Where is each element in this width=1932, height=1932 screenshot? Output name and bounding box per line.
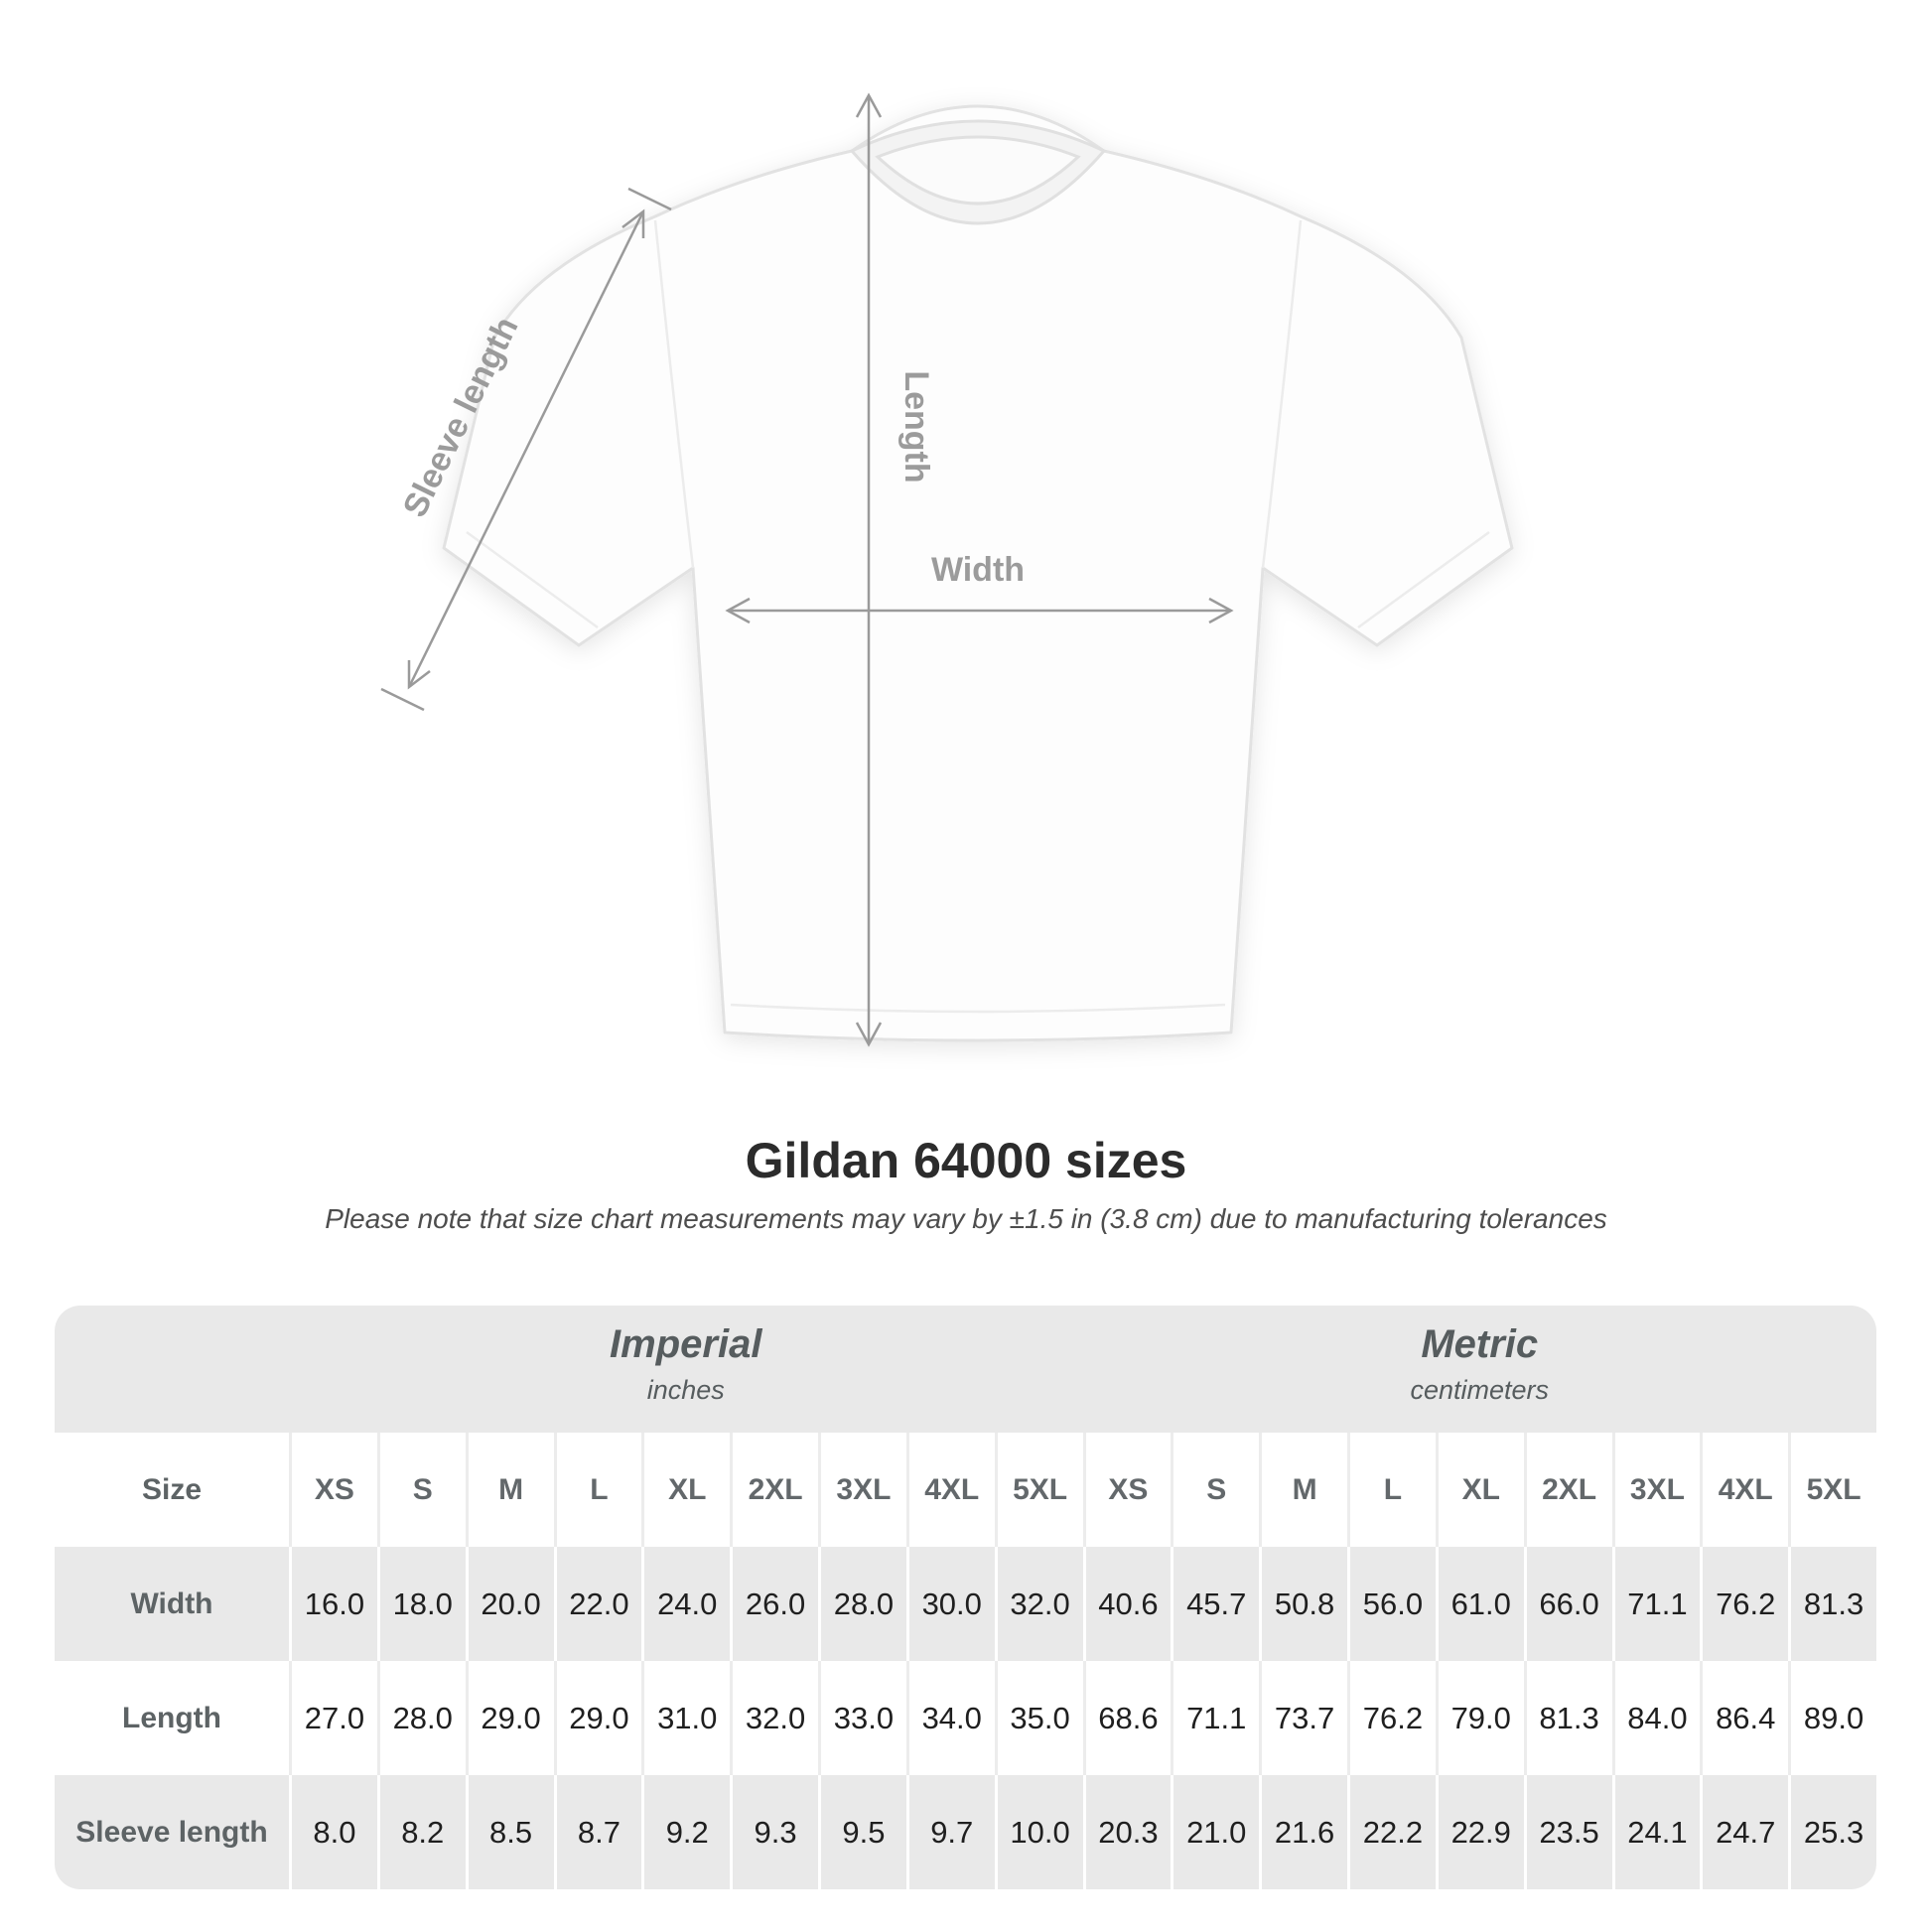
value-cell: 9.5 [818,1775,906,1889]
tolerance-note: Please note that size chart measurements… [325,1203,1607,1234]
value-cell: 24.1 [1611,1775,1701,1889]
value-cell: 86.4 [1700,1661,1789,1775]
value-cell: 76.2 [1700,1547,1789,1661]
value-cell: 9.2 [641,1775,731,1889]
value-cell: 22.0 [553,1547,642,1661]
value-cell: 76.2 [1347,1661,1436,1775]
value-cell: 21.6 [1259,1775,1347,1889]
value-cell: 30.0 [905,1547,995,1661]
value-cell: 8.0 [289,1775,377,1889]
table-corner-cell [55,1306,289,1433]
value-cell: 25.3 [1788,1775,1876,1889]
size-header-imperial-m: M [465,1433,554,1547]
value-cell: 79.0 [1435,1661,1524,1775]
size-header-metric-xl: XL [1435,1433,1524,1547]
value-cell: 73.7 [1259,1661,1347,1775]
length-arrow [855,92,883,1047]
size-header-imperial-4xl: 4XL [905,1433,995,1547]
value-cell: 8.2 [376,1775,466,1889]
imperial-header: Imperial inches [289,1306,1083,1433]
value-cell: 32.0 [730,1661,818,1775]
value-cell: 31.0 [641,1661,731,1775]
value-cell: 28.0 [818,1547,906,1661]
size-header-imperial-2xl: 2XL [730,1433,818,1547]
size-header-imperial-l: L [553,1433,642,1547]
imperial-title: Imperial [610,1322,762,1366]
metric-unit: centimeters [1410,1375,1550,1405]
size-header-imperial-xl: XL [641,1433,731,1547]
value-cell: 16.0 [289,1547,377,1661]
value-cell: 24.7 [1700,1775,1789,1889]
value-cell: 23.5 [1523,1775,1612,1889]
tshirt-shape [442,104,1514,1042]
value-cell: 50.8 [1259,1547,1347,1661]
value-cell: 27.0 [289,1661,377,1775]
value-cell: 84.0 [1611,1661,1701,1775]
size-column-header: Size [55,1433,289,1547]
size-header-metric-l: L [1347,1433,1436,1547]
value-cell: 81.3 [1523,1661,1612,1775]
size-header-metric-4xl: 4XL [1700,1433,1789,1547]
size-header-metric-3xl: 3XL [1611,1433,1701,1547]
value-cell: 10.0 [994,1775,1083,1889]
value-cell: 8.7 [553,1775,642,1889]
value-cell: 56.0 [1347,1547,1436,1661]
value-cell: 8.5 [465,1775,554,1889]
value-cell: 9.3 [730,1775,818,1889]
value-cell: 29.0 [465,1661,554,1775]
value-cell: 35.0 [994,1661,1083,1775]
imperial-unit: inches [646,1375,725,1405]
value-cell: 22.9 [1435,1775,1524,1889]
length-label: Length [897,370,935,483]
size-header-metric-s: S [1171,1433,1260,1547]
value-cell: 18.0 [376,1547,466,1661]
value-cell: 32.0 [994,1547,1083,1661]
value-cell: 71.1 [1611,1547,1701,1661]
value-cell: 89.0 [1788,1661,1876,1775]
value-cell: 26.0 [730,1547,818,1661]
page-title: Gildan 64000 sizes [745,1133,1187,1188]
size-header-metric-xs: XS [1082,1433,1172,1547]
metric-header: Metric centimeters [1082,1306,1876,1433]
collar-opening [875,135,1081,206]
size-header-metric-5xl: 5XL [1788,1433,1876,1547]
value-cell: 21.0 [1171,1775,1260,1889]
value-cell: 66.0 [1523,1547,1612,1661]
value-cell: 40.6 [1082,1547,1172,1661]
value-cell: 24.0 [641,1547,731,1661]
width-arrow [725,597,1234,624]
size-header-imperial-s: S [376,1433,466,1547]
size-header-imperial-xs: XS [289,1433,377,1547]
tshirt-illustration: Length Width Sleeve length [380,92,1514,1047]
size-table: Imperial inches Metric centimeters Size X… [55,1306,1876,1889]
value-cell: 45.7 [1171,1547,1260,1661]
value-cell: 68.6 [1082,1661,1172,1775]
value-cell: 71.1 [1171,1661,1260,1775]
value-cell: 28.0 [376,1661,466,1775]
value-cell: 22.2 [1347,1775,1436,1889]
metric-title: Metric [1421,1322,1539,1366]
value-cell: 81.3 [1788,1547,1876,1661]
value-cell: 61.0 [1435,1547,1524,1661]
row-label-length: Length [55,1661,289,1775]
size-header-metric-m: M [1259,1433,1347,1547]
value-cell: 29.0 [553,1661,642,1775]
value-cell: 34.0 [905,1661,995,1775]
value-cell: 33.0 [818,1661,906,1775]
value-cell: 9.7 [905,1775,995,1889]
row-label-sleeve-length: Sleeve length [55,1775,289,1889]
size-header-imperial-5xl: 5XL [994,1433,1083,1547]
value-cell: 20.3 [1082,1775,1172,1889]
width-label: Width [931,551,1025,589]
row-label-width: Width [55,1547,289,1661]
value-cell: 20.0 [465,1547,554,1661]
size-header-metric-2xl: 2XL [1523,1433,1612,1547]
sleeve-length-arrow [380,187,672,712]
size-header-imperial-3xl: 3XL [818,1433,906,1547]
